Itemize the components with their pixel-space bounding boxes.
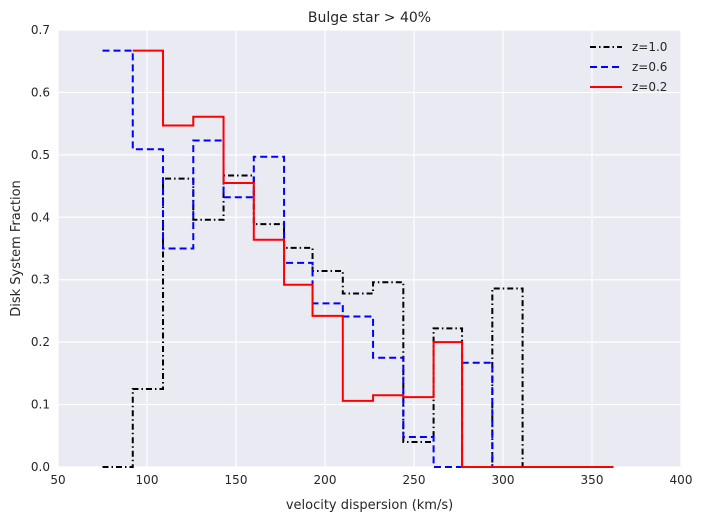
x-axis-label: velocity dispersion (km/s): [286, 498, 453, 513]
series-line-z=0.2: [132, 49, 614, 468]
x-tick-labels: 50 100 150 200 250 300 350 400: [50, 473, 692, 487]
y-tick-label: 0.2: [31, 335, 50, 349]
x-tick-label: 400: [670, 473, 693, 487]
legend-label: z=0.2: [632, 80, 667, 94]
x-tick-label: 100: [136, 473, 159, 487]
chart-title: Bulge star > 40%: [308, 10, 431, 26]
y-tick-labels: 0.0 0.1 0.2 0.3 0.4 0.5 0.6 0.7: [31, 23, 50, 474]
series-line-z=0.6: [102, 49, 614, 468]
legend: z=1.0 z=0.6 z=0.2: [590, 40, 667, 94]
y-tick-label: 0.4: [31, 210, 50, 224]
plot-background: [58, 30, 681, 467]
x-tick-label: 150: [225, 473, 248, 487]
grid-lines: [57, 29, 682, 468]
x-tick-label: 250: [403, 473, 426, 487]
x-tick-label: 200: [314, 473, 337, 487]
y-tick-label: 0.1: [31, 398, 50, 412]
y-tick-label: 0.3: [31, 273, 50, 287]
series-lines: [102, 49, 614, 468]
y-tick-label: 0.5: [31, 148, 50, 162]
y-tick-label: 0.0: [31, 460, 50, 474]
x-tick-label: 300: [492, 473, 515, 487]
x-tick-label: 350: [581, 473, 604, 487]
y-tick-label: 0.6: [31, 85, 50, 99]
series-line-z=1.0: [102, 174, 614, 468]
x-tick-label: 50: [50, 473, 65, 487]
y-tick-label: 0.7: [31, 23, 50, 37]
legend-label: z=1.0: [632, 40, 667, 54]
legend-label: z=0.6: [632, 60, 667, 74]
y-axis-label: Disk System Fraction: [9, 180, 24, 317]
